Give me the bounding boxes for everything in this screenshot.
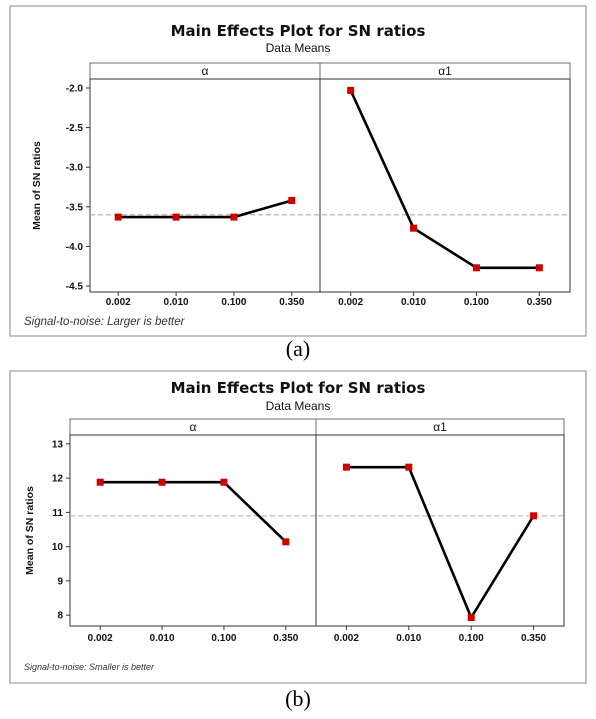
chart-b-data-point [405, 463, 413, 471]
chart-b-x-tick-label: 0.350 [273, 633, 298, 644]
chart-b-y-tick-label: 11 [52, 508, 63, 519]
chart-b-y-axis-label: Mean of SN ratios [24, 486, 36, 575]
chart-a-x-tick-label: 0.002 [106, 297, 131, 308]
chart-b-plot-area-2 [315, 434, 565, 627]
chart-b-y-tick-label: 8 [57, 611, 63, 622]
chart-b-y-tick-label: 12 [52, 474, 64, 485]
caption-b: (b) [285, 686, 311, 711]
chart-b-x-tick-label: 0.010 [396, 633, 421, 644]
chart-b-y-tick-label: 9 [57, 576, 63, 587]
chart-a-data-point [410, 224, 418, 232]
chart-a-y-tick-label: -3.5 [66, 202, 84, 213]
chart-a-x-tick-label: 0.100 [464, 297, 489, 308]
caption-a: (a) [285, 336, 311, 361]
chart-b-x-tick-label: 0.100 [459, 633, 484, 644]
chart-a-title: Main Effects Plot for SN ratios [171, 22, 426, 40]
chart-a-x-tick-label: 0.010 [164, 297, 189, 308]
chart-a-data-point [288, 196, 296, 204]
chart-a-data-point [472, 264, 480, 272]
chart-b-footnote: Signal-to-noise: Smaller is better [24, 662, 155, 672]
chart-b-series-line-2 [346, 465, 535, 619]
chart-a-series-line-2 [349, 89, 540, 270]
chart-b-subtitle: Data Means [266, 399, 331, 413]
chart-a-y-tick-label: -2.5 [66, 123, 84, 134]
chart-b-data-point [467, 614, 475, 622]
chart-a-x-tick-label: 0.002 [338, 297, 363, 308]
chart-b-data-point [282, 538, 290, 546]
chart-b-series-line-1 [100, 480, 287, 543]
chart-a-y-tick-label: -3.0 [66, 163, 84, 174]
chart-a-strip-label-2: α1 [438, 64, 452, 78]
chart-a-x-tick-label: 0.350 [279, 297, 304, 308]
chart-a-x-tick-label: 0.100 [221, 297, 246, 308]
chart-b-x-tick-label: 0.002 [88, 633, 113, 644]
chart-b-data-point [342, 463, 350, 471]
chart-a-subtitle: Data Means [266, 41, 331, 55]
chart-b-x-tick-label: 0.350 [521, 633, 546, 644]
chart-b-data-point [96, 478, 104, 486]
chart-a-y-tick-label: -4.5 [66, 282, 84, 293]
chart-b-y-tick-label: 13 [52, 439, 64, 450]
chart-a-series-line-1 [118, 199, 293, 219]
chart-a-data-point [230, 213, 238, 221]
chart-b-data-point [220, 478, 228, 486]
chart-a-data-point [172, 213, 180, 221]
chart-b-title: Main Effects Plot for SN ratios [171, 379, 426, 397]
chart-b-svg: Main Effects Plot for SN ratios Data Mean… [9, 370, 587, 684]
chart-b-x-tick-label: 0.002 [334, 633, 359, 644]
chart-b: Main Effects Plot for SN ratios Data Mean… [0, 367, 596, 685]
chart-a-data-point [535, 264, 543, 272]
chart-a-footnote: Signal-to-noise: Larger is better [24, 316, 186, 328]
chart-a-y-tick-label: -2.0 [66, 84, 84, 95]
chart-b-strip-label-2: α1 [433, 420, 447, 434]
chart-b-x-tick-label: 0.100 [211, 633, 236, 644]
chart-a-x-tick-label: 0.010 [401, 297, 426, 308]
chart-a-x-tick-label: 0.350 [527, 297, 552, 308]
chart-a-plot-area-2 [319, 78, 571, 293]
chart-a-data-point [347, 86, 355, 94]
chart-b-x-tick-label: 0.010 [150, 633, 175, 644]
chart-a-frame [9, 5, 587, 337]
chart-a-strip-label-1: α [202, 64, 209, 78]
chart-a-y-tick-label: -4.0 [66, 242, 84, 253]
chart-b-y-tick-label: 10 [52, 542, 64, 553]
chart-a-data-point [114, 213, 122, 221]
chart-a: Main Effects Plot for SN ratios Data Mean… [0, 0, 596, 338]
chart-b-data-point [530, 512, 538, 520]
chart-b-data-point [158, 478, 166, 486]
chart-b-strip-label-1: α [190, 420, 197, 434]
chart-a-y-axis-label: Mean of SN ratios [31, 141, 43, 230]
